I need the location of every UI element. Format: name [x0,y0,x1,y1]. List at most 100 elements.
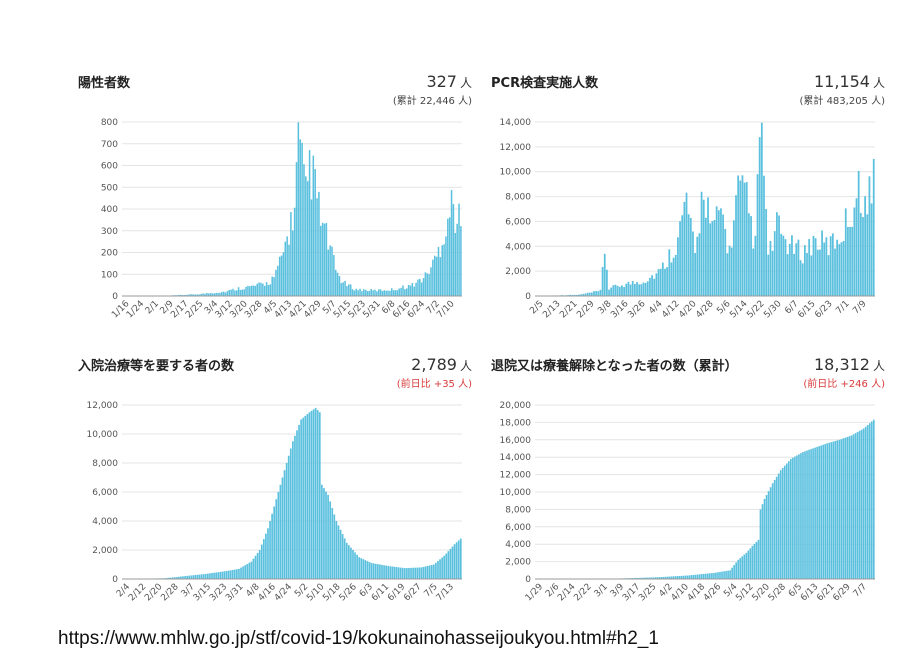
y-tick-label: 4,000 [505,540,531,550]
bar [586,292,589,296]
bar [636,282,638,296]
bar [325,491,327,579]
source-url[interactable]: https://www.mhlw.go.jp/stf/covid-19/koku… [58,628,659,649]
bar [366,291,369,296]
bar [573,294,576,296]
bar [376,291,378,296]
value-number: 11,154 [814,72,870,91]
bar [840,242,843,296]
bar [406,568,408,579]
bar [428,565,431,579]
bar [385,565,387,579]
bar [441,245,443,296]
bar [795,243,798,296]
bar [323,488,325,579]
panel-pcr-tests: PCR検査実施人数 11,154 人 (累計 483,205 人) 0 2,000 4… [491,72,891,332]
bar [689,217,692,296]
bar [185,294,188,296]
bar [629,284,632,296]
bar [314,169,316,296]
bar [200,293,202,296]
bar [743,182,746,296]
bar [713,220,716,296]
y-tick-label: 4,000 [505,242,531,252]
bar [456,223,458,296]
bar [250,561,253,579]
bar [674,576,677,579]
x-tick-label: 4/16 [257,582,279,604]
bar [419,278,421,296]
bar [664,576,667,579]
bar [816,446,818,579]
bar [433,255,436,296]
bar [777,473,780,579]
bar [723,571,725,579]
bar [196,574,199,579]
bar [306,414,309,579]
bar [372,563,375,579]
bar [285,463,288,579]
bar [847,226,849,296]
bar [711,573,713,579]
bar [383,290,386,296]
bar [171,577,174,579]
bar [356,554,358,579]
bar [781,467,784,579]
bar [350,547,352,579]
bar [252,558,255,579]
bar [265,533,267,579]
bar [775,476,778,579]
bar [393,566,396,579]
x-tick-label: 5/12 [734,582,755,603]
bar [399,567,402,579]
bar [767,254,770,296]
bar [335,521,338,579]
bar [267,528,269,579]
bar [676,576,679,579]
bar [681,215,684,296]
bar [783,465,786,579]
bar [814,447,816,579]
bar-chart-pcr: 0 2,000 4,000 6,000 8,000 10,000 12,000 14,000 2… [500,118,875,321]
bar [361,291,363,296]
bar [773,231,776,296]
x-tick-label: 3/26 [626,299,648,321]
y-tick-label: 14,000 [500,453,532,463]
bar [316,198,318,296]
bar [404,289,406,296]
y-tick-label: 6,000 [505,523,531,533]
y-tick-label: 20,000 [500,401,532,411]
bar [696,236,699,296]
bar [269,521,271,579]
bar [793,253,795,296]
bar [749,548,752,579]
bar [690,575,693,579]
bar [798,454,800,579]
bar [748,213,750,296]
x-tick-label: 7/7 [852,582,869,599]
bar [705,217,707,296]
bar [631,281,634,296]
bar [232,288,234,296]
bar [321,222,324,296]
bar [759,509,762,579]
bar [670,576,673,579]
bar [294,435,296,579]
x-tick-label: 2/12 [127,582,148,603]
bar [194,294,197,296]
y-tick-label: 0 [525,575,531,585]
bar [443,555,446,579]
y-tick-label: 8,000 [92,459,118,469]
bar [872,158,875,296]
panel-hospitalized: 入院治療等を要する者の数 2,789 人 (前日比 +35 人) 0 2,000 4,… [78,355,478,615]
bar [420,282,423,296]
bar [177,576,180,579]
bar [292,441,294,579]
bar [182,576,184,579]
bar [271,513,273,579]
bar [453,544,456,579]
bar [229,570,232,579]
bar-chart-hospitalized: 02,0004,0006,0008,00010,00012,0002/42/12… [87,401,462,604]
bar [829,236,832,296]
x-tick-label: 4/10 [670,582,692,604]
